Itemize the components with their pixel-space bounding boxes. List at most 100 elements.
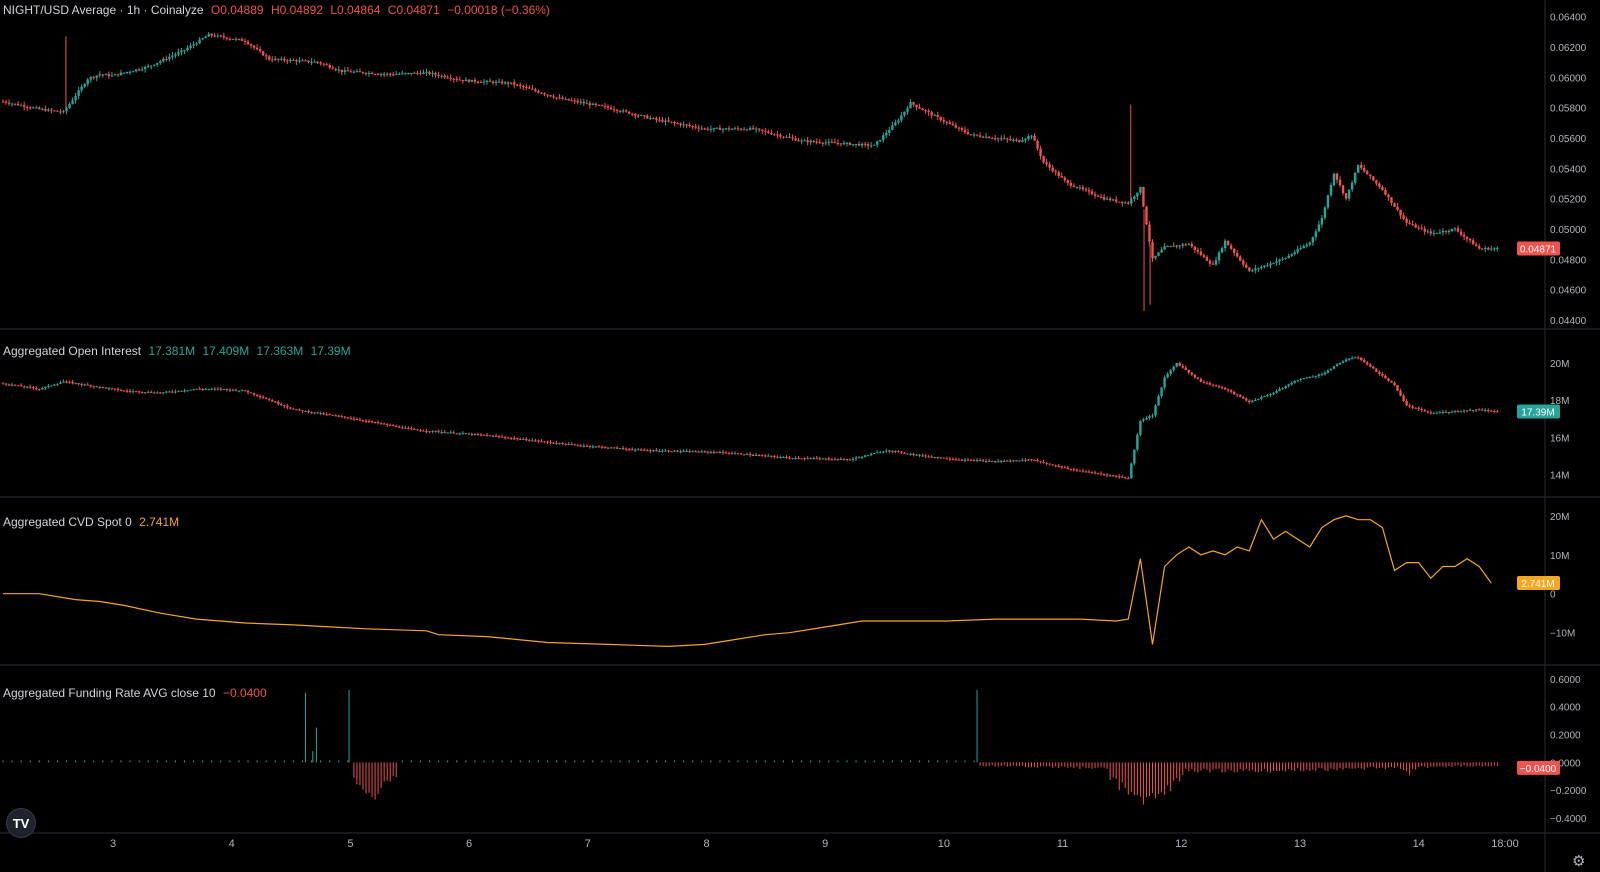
oi-candle [1175,363,1178,367]
price-candle [618,110,622,112]
price-candle [89,77,92,80]
price-candle [1102,197,1106,200]
oi-candle [522,438,525,440]
oi-candle [954,459,958,461]
oi-candle [1178,363,1181,366]
oi-candle [1293,380,1296,383]
price-candle [609,107,613,110]
oi-candle [458,433,461,435]
oi-candle [748,454,752,456]
oi-candle [228,389,232,391]
oi-candle [434,430,437,432]
oi-candle [1432,412,1436,414]
price-candle [567,98,570,101]
fr-last-label-bg [1517,760,1560,775]
oi-candle [1335,364,1339,367]
oi-candle [168,391,171,393]
oi-candle [349,418,353,420]
oi-candle [1360,357,1363,361]
oi-candle [1357,357,1360,359]
price-candle [174,54,177,56]
oi-candle [609,447,613,449]
price-candle [1003,138,1006,140]
price-candle [22,105,26,107]
price-candle [640,115,643,117]
oi-candle [343,416,347,418]
oi-candle [313,412,316,414]
oi-candle [1484,410,1487,412]
price-candle [1127,202,1130,204]
oi-candle [373,422,377,424]
price-candle [966,132,970,135]
oi-candle [13,384,17,386]
price-candle [252,45,256,48]
oi-candle [201,388,204,390]
x-tick-0: 3 [110,838,116,850]
price-candle [77,90,80,96]
price-candle [35,107,38,109]
price-candle [591,103,595,106]
price-candle [667,120,670,122]
oi-candle [972,459,976,461]
price-candle [156,62,159,65]
oi-candle [915,454,918,456]
oi-candle [1248,400,1251,403]
price-candle [1414,224,1417,228]
fr-tick-4: −0.2000 [1550,786,1587,797]
oi-candle [274,401,277,403]
oi-candle [540,441,543,443]
price-candle [237,38,241,40]
oi-candle [301,410,304,412]
oi-candle [1305,377,1308,379]
oi-candle [1069,468,1073,470]
x-tick-10: 13 [1294,838,1306,850]
oi-candle [385,423,389,425]
oi-candle [833,459,837,461]
price-candle [1381,186,1384,190]
oi-candle [682,450,685,452]
price-candle [68,103,71,108]
oi-candle [721,451,725,453]
price-candle [691,125,694,127]
price-candle [824,142,827,144]
price-candle [876,141,879,145]
price-candle [246,41,250,45]
oi-candle [1317,374,1321,376]
price-candle [180,50,183,53]
oi-candle [1299,379,1302,381]
oi-candle [47,385,50,387]
price-candle [1051,167,1054,172]
price-candle [313,61,316,63]
oi-candle [1157,396,1160,406]
oi-candle [1375,368,1378,372]
price-candle [627,111,631,114]
oi-candle [86,384,89,386]
ohlc-high: 0.04892 [279,3,324,17]
price-candle [1429,231,1432,234]
price-candle [1115,199,1118,202]
price-candle [470,79,474,82]
oi-candle [92,386,95,388]
oi-candle [210,388,213,390]
cvd-tick-3: −10M [1550,629,1575,640]
price-candle [561,97,564,100]
price-candle [1459,231,1463,235]
oi-candle [1378,371,1381,375]
price-candle [845,142,849,144]
oi-candle [1323,372,1327,375]
price-candle [637,115,640,117]
price-candle [800,140,803,142]
price-candle [1145,206,1148,225]
gear-icon[interactable]: ⚙ [1572,853,1586,870]
price-candle [373,73,377,75]
price-candle [1202,255,1206,257]
ohlc-l-label: L [330,3,338,17]
price-candle [1057,172,1060,177]
tradingview-logo[interactable]: TV [6,808,36,838]
oi-candle [1387,378,1390,381]
price-candle [165,58,168,60]
price-candle [1072,185,1076,187]
price-candle [1078,187,1082,189]
price-candle [1272,263,1275,265]
